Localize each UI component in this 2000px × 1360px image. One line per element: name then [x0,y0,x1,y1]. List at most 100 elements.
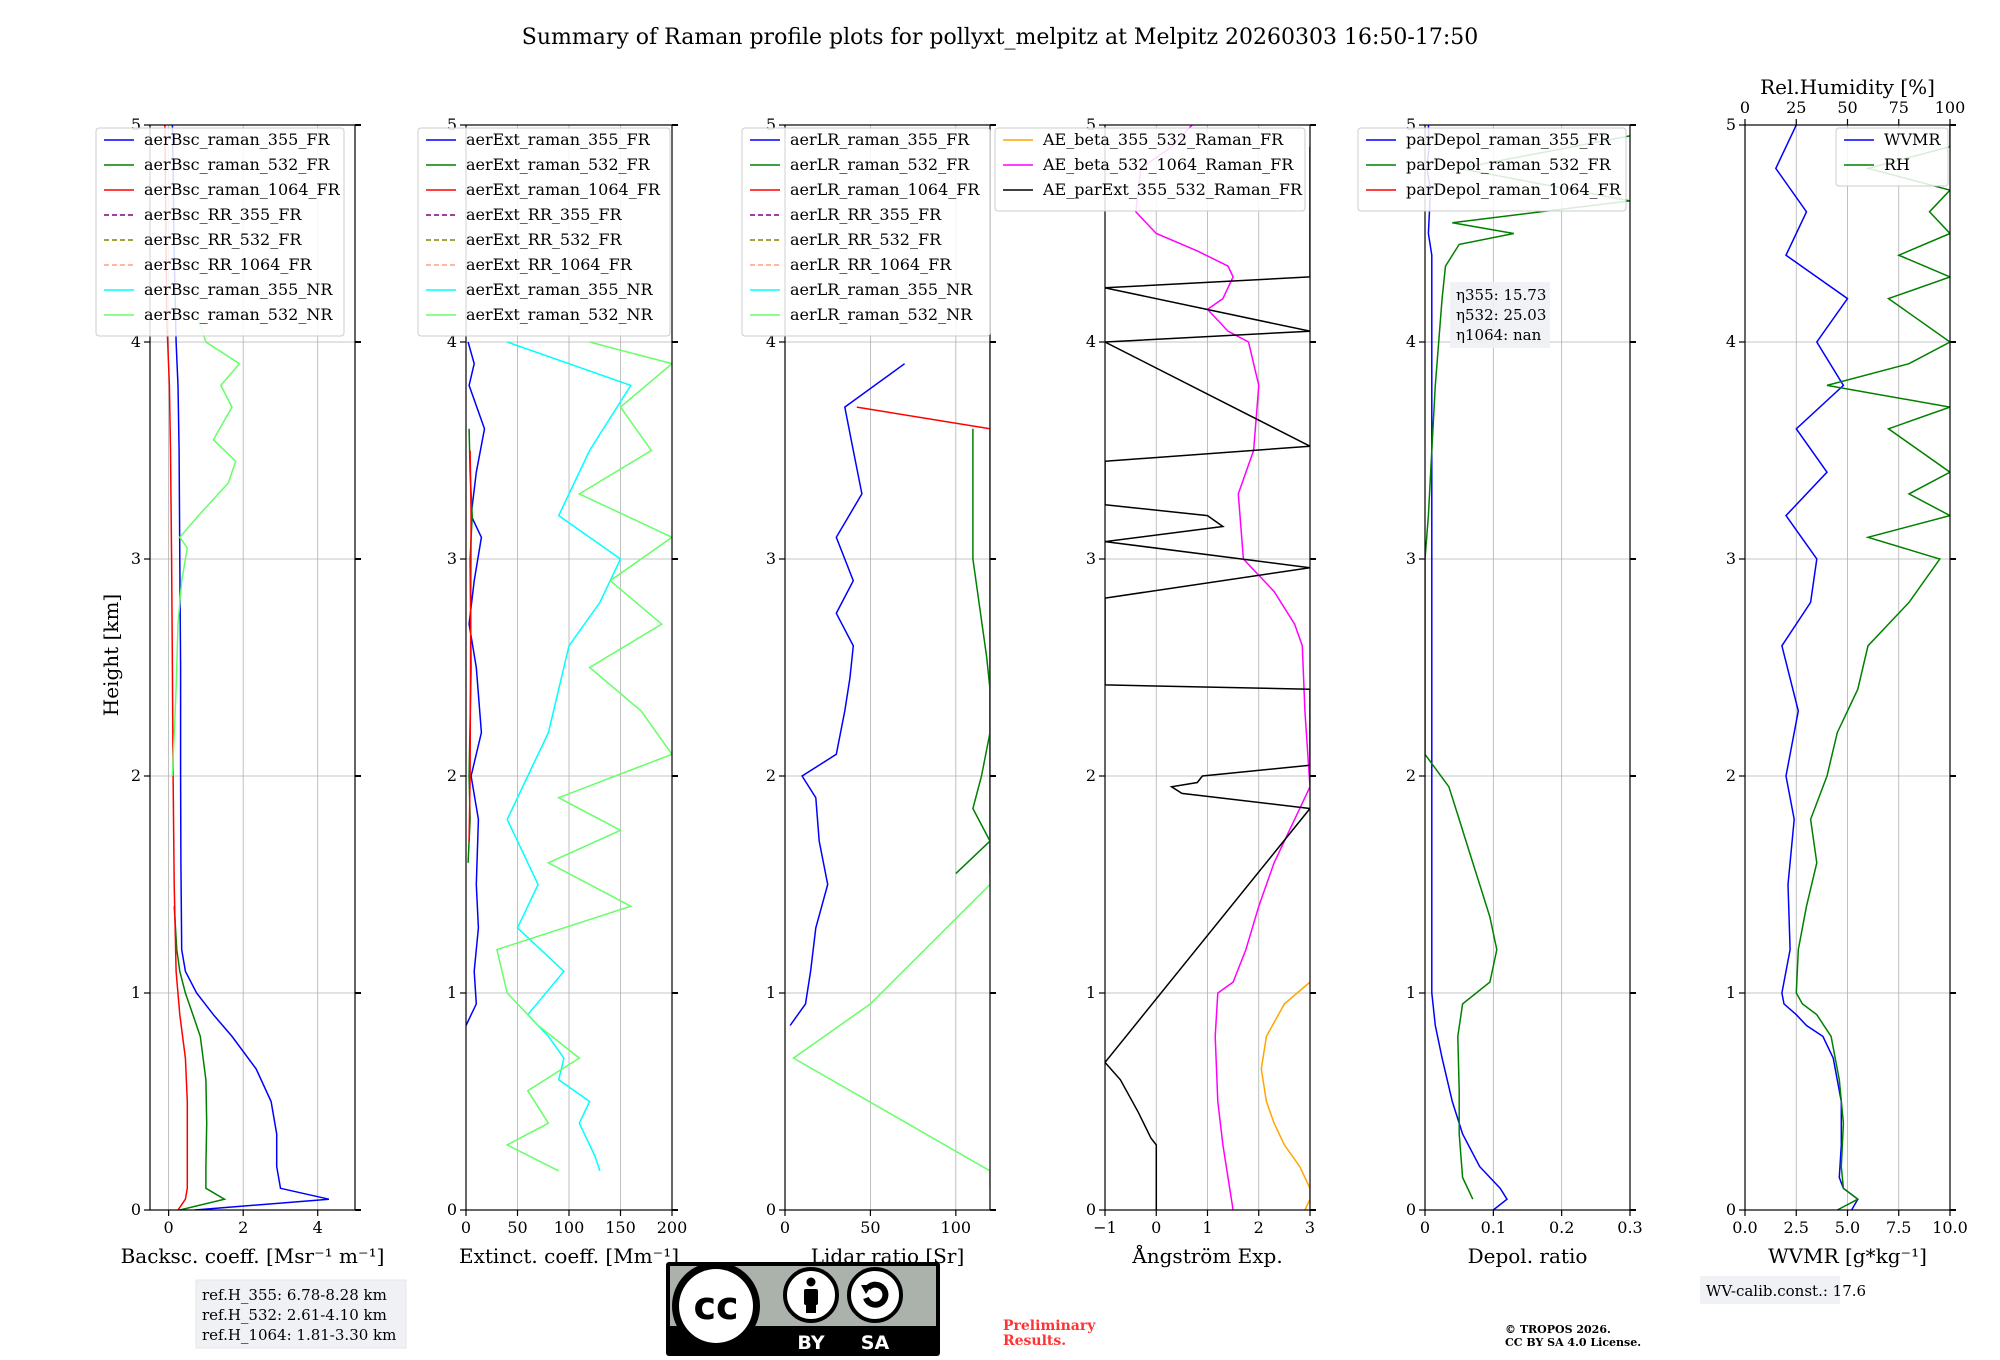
x-tick-label: 0 [1420,1218,1430,1237]
x-axis-label: Backsc. coeff. [Msr⁻¹ m⁻¹] [121,1244,385,1268]
y-tick-label: 0 [1086,1200,1096,1219]
eta-1064: η1064: nan [1456,326,1542,344]
sa-label: SA [861,1332,890,1354]
x-tick-label: 0 [461,1218,471,1237]
preliminary-line-2: Results. [1003,1333,1066,1349]
legend-label: aerBsc_raman_532_NR [144,305,333,324]
series-line-aerExt_raman_355_FR [466,341,486,1026]
x-tick-label: 50 [860,1218,880,1237]
legend-label: aerBsc_raman_355_FR [144,130,330,149]
legend-frame [1357,127,1627,212]
x-axis-label: Ångström Exp. [1131,1243,1282,1268]
y-tick-label: 2 [766,766,776,785]
figure-title: Summary of Raman profile plots for polly… [522,25,1479,50]
series-line-aerLR_raman_532_NR [792,342,990,1189]
legend-label: aerExt_raman_1064_FR [466,180,661,199]
series-group [466,341,672,1172]
legend-label: aerBsc_raman_1064_FR [144,180,341,199]
top-x-tick-label: 25 [1786,98,1806,117]
legend-label: aerLR_raman_1064_FR [790,180,980,199]
legend: parDepol_raman_355_FR parDepol_raman_532_… [1357,127,1627,212]
y-tick-label: 4 [447,332,457,351]
y-tick-label: 3 [131,549,141,568]
eta-355: η355: 15.73 [1456,286,1546,304]
legend-label: aerExt_raman_355_NR [466,280,654,299]
legend-label: aerExt_raman_532_NR [466,305,654,324]
x-tick-label: 4 [313,1218,323,1237]
x-tick-label: 2 [1254,1218,1264,1237]
x-tick-label: 50 [507,1218,527,1237]
y-tick-label: 1 [766,983,776,1002]
y-tick-label: 2 [1086,766,1096,785]
legend-label: aerLR_RR_355_FR [790,205,942,224]
series-line-RH [1795,125,1950,1210]
legend-label: aerBsc_RR_532_FR [144,230,302,249]
share-alike-icon [847,1267,903,1323]
legend-label: aerLR_RR_1064_FR [790,255,952,274]
axes-frame [784,124,991,1211]
y-tick-label: 4 [1406,332,1416,351]
series-line-AE_parExt_355_532_Raman_FR [1105,146,1310,1210]
legend-label: AE_beta_532_1064_Raman_FR [1042,155,1294,174]
legend: WVMR RH [1835,127,1949,187]
legend-label: aerBsc_raman_532_FR [144,155,330,174]
legend-label: aerLR_raman_355_FR [790,130,970,149]
series-line-AE_beta_532_1064_Raman_FR [1135,125,1310,1210]
y-tick-label: 5 [1086,115,1096,134]
y-tick-label: 5 [1726,115,1736,134]
y-tick-label: 3 [447,549,457,568]
legend-label: aerLR_raman_532_FR [790,155,970,174]
y-tick-label: 4 [1726,332,1736,351]
y-tick-label: 3 [766,549,776,568]
y-tick-label: 4 [131,332,141,351]
legend-label: WVMR [1884,130,1941,149]
panel-wv: 0 1 2 3 4 5 0.0 2.5 5.0 7.5 10.0 WVMR [g*kg⁻¹] 0 25 50… [1726,75,1968,1268]
cc-label: cc [693,1284,738,1328]
wv-calib-box: WV-calib.const.: 17.6 [1700,1276,1866,1304]
series-line-aerExt_raman_1064_FR [468,450,472,842]
series-line-aerLR_raman_532_FR [955,428,990,875]
x-axis-label: WVMR [g*kg⁻¹] [1768,1244,1927,1268]
x-tick-label: 5.0 [1835,1218,1860,1237]
ref-height-1064: ref.H_1064: 1.81-3.30 km [202,1326,396,1344]
top-x-axis-label: Rel.Humidity [%] [1760,75,1935,99]
y-tick-label: 1 [131,983,141,1002]
y-tick-label: 0 [447,1200,457,1219]
legend-frame [95,127,345,337]
x-tick-label: 200 [657,1218,688,1237]
wv-calib-text: WV-calib.const.: 17.6 [1706,1282,1866,1300]
x-tick-label: 0.1 [1481,1218,1506,1237]
series-line-AE_beta_355_532_Raman_FR [1260,981,1310,1210]
y-tick-label: 3 [1406,549,1416,568]
y-tick-label: 2 [1726,766,1736,785]
by-label: BY [797,1332,824,1354]
legend-label: parDepol_raman_1064_FR [1406,180,1622,199]
series-line-aerBsc_raman_532_FR [173,906,227,1210]
y-tick-label: 5 [1406,115,1416,134]
x-tick-label: 0.0 [1732,1218,1757,1237]
series-group [1774,125,1950,1210]
y-tick-label: 3 [1086,549,1096,568]
series-line-aerBsc_raman_532_NR [171,320,241,777]
x-tick-label: 10.0 [1932,1218,1968,1237]
x-tick-label: 2 [238,1218,248,1237]
legend-label: aerExt_raman_532_FR [466,155,651,174]
legend-label: aerBsc_raman_355_NR [144,280,333,299]
legend-label: aerLR_raman_532_NR [790,305,973,324]
series-line-aerLR_raman_1064_FR [856,406,990,874]
y-tick-label: 1 [1086,983,1096,1002]
series-line-aerBsc_raman_1064_FR [164,125,189,1210]
legend-label: aerExt_raman_355_FR [466,130,651,149]
legend-label: aerLR_raman_355_NR [790,280,973,299]
eta-532: η532: 25.03 [1456,306,1546,324]
legend-frame [741,127,991,337]
legend-frame [994,127,1306,212]
legend-label: aerExt_RR_355_FR [466,205,623,224]
y-tick-label: 4 [1086,332,1096,351]
legend-frame [1835,127,1949,187]
y-tick-label: 5 [131,115,141,134]
x-tick-label: 100 [941,1218,972,1237]
